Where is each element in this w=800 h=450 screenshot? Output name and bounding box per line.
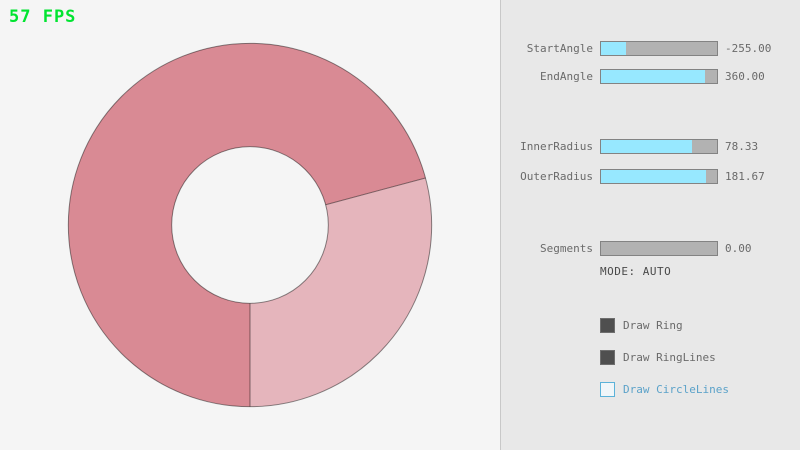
slider-outer-radius-bar[interactable] <box>600 169 718 184</box>
slider-start-angle-bar[interactable] <box>600 41 718 56</box>
slider-start-angle-value: -255.00 <box>725 42 772 55</box>
checkbox-draw-ring-label: Draw Ring <box>623 319 683 332</box>
ring-inner-line <box>171 146 329 304</box>
slider-outer-radius-fill <box>601 170 707 183</box>
slider-segments-label: Segments <box>540 242 593 255</box>
mode-text: MODE: AUTO <box>600 265 672 278</box>
slider-inner-radius-label: InnerRadius <box>520 140 593 153</box>
slider-outer-radius-label: OuterRadius <box>520 170 593 183</box>
slider-end-angle: EndAngle 360.00 <box>0 69 800 84</box>
checkbox-draw-ringlines-box[interactable] <box>600 350 615 365</box>
slider-end-angle-fill <box>601 70 706 83</box>
slider-inner-radius-bar[interactable] <box>600 139 718 154</box>
slider-start-angle: StartAngle -255.00 <box>0 41 800 56</box>
checkbox-draw-ringlines-label: Draw RingLines <box>623 351 716 364</box>
fps-counter: 57 FPS <box>9 7 77 27</box>
checkbox-draw-circlelines-box[interactable] <box>600 382 615 397</box>
slider-inner-radius: InnerRadius 78.33 <box>0 139 800 154</box>
ring-sector-double <box>68 43 426 407</box>
ring-start-angle-line <box>325 177 426 206</box>
slider-segments-value: 0.00 <box>725 242 752 255</box>
slider-end-angle-label: EndAngle <box>540 70 593 83</box>
ring-canvas <box>67 42 433 408</box>
slider-inner-radius-value: 78.33 <box>725 140 759 153</box>
slider-outer-radius-value: 181.67 <box>725 170 765 183</box>
slider-segments-bar[interactable] <box>600 241 718 256</box>
slider-start-angle-fill <box>601 42 627 55</box>
slider-inner-radius-fill <box>601 140 692 153</box>
slider-segments: Segments 0.00 <box>0 241 800 256</box>
ring-outer-line <box>67 42 433 408</box>
slider-end-angle-bar[interactable] <box>600 69 718 84</box>
ring-sector-single <box>250 177 432 407</box>
slider-end-angle-value: 360.00 <box>725 70 765 83</box>
slider-outer-radius: OuterRadius 181.67 <box>0 169 800 184</box>
checkbox-draw-ring-box[interactable] <box>600 318 615 333</box>
checkbox-draw-circlelines-label: Draw CircleLines <box>623 383 729 396</box>
slider-start-angle-label: StartAngle <box>526 42 593 55</box>
